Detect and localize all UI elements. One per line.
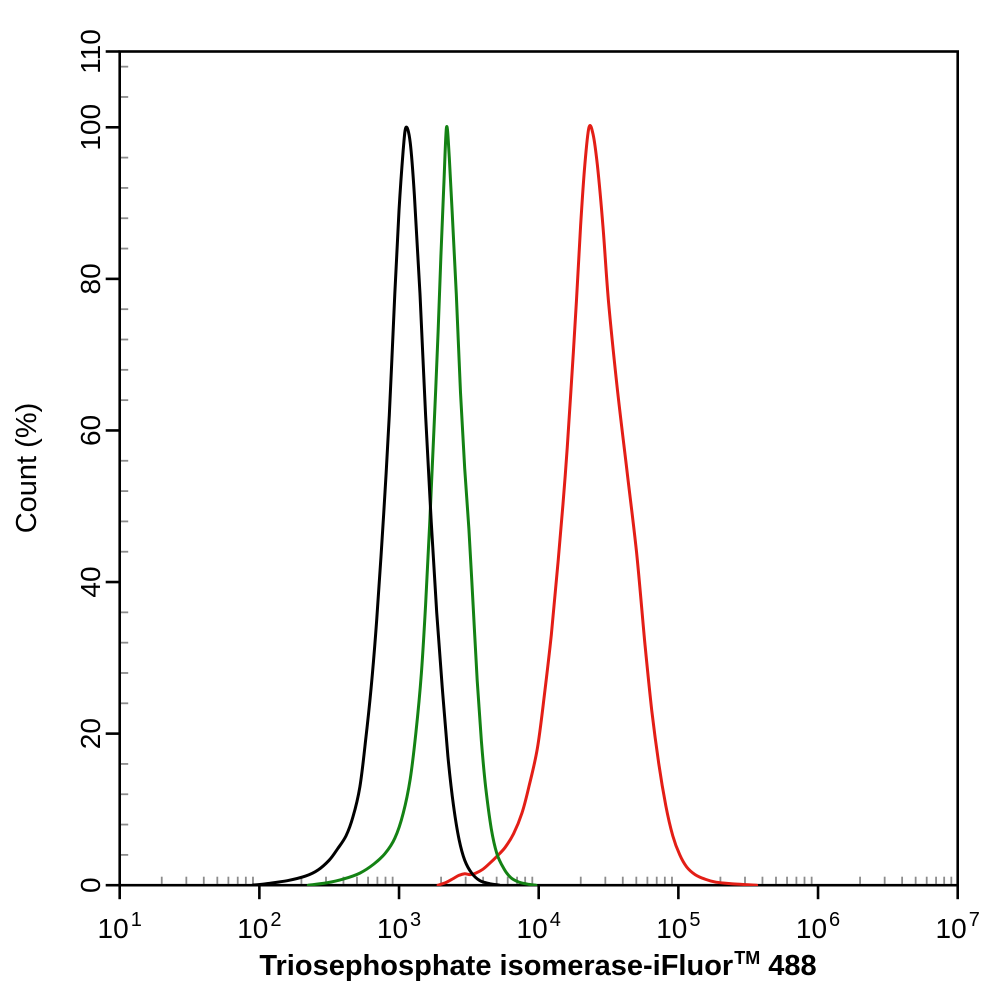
x-axis-tick-labels: 10 1 10 2 10 3 10 4 10 5 10 6 10 7 — [98, 909, 980, 944]
y-tick-label: 20 — [75, 718, 106, 749]
x-tick-label: 10 4 — [517, 909, 561, 944]
y-tick-label: 100 — [75, 104, 106, 151]
x-axis-title-suffix: 488 — [768, 950, 816, 982]
histogram-curves — [250, 123, 759, 886]
x-tick-label: 10 3 — [377, 909, 421, 944]
x-tick-label: 10 1 — [98, 909, 142, 944]
x-tick-label: 10 5 — [656, 909, 700, 944]
x-tick-label: 10 7 — [936, 909, 980, 944]
x-axis-major-ticks — [118, 885, 960, 900]
y-tick-label: 80 — [75, 263, 106, 294]
y-tick-label: 60 — [75, 415, 106, 446]
plot-border — [118, 50, 959, 887]
y-axis-minor-ticks — [121, 65, 129, 856]
trademark-superscript: TM — [734, 948, 760, 968]
y-tick-label: 110 — [75, 29, 106, 74]
x-tick-label: 10 2 — [237, 909, 281, 944]
curve-red-curve — [436, 123, 759, 886]
y-axis-title: Count (%) — [11, 403, 43, 534]
curve-black-curve — [250, 125, 502, 886]
y-axis-major-ticks — [105, 50, 120, 887]
y-axis-tick-labels: 0 20 40 60 80 100 110 — [75, 29, 106, 893]
y-tick-label: 40 — [75, 566, 106, 597]
x-axis-title: Triosephosphate isomerase-iFluorTM 488 — [259, 948, 816, 982]
x-tick-label: 10 6 — [796, 909, 840, 944]
curve-green-curve — [306, 125, 538, 886]
y-tick-label: 0 — [75, 877, 106, 893]
x-axis-title-main: Triosephosphate isomerase-iFluor — [259, 950, 733, 982]
